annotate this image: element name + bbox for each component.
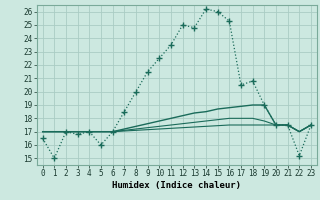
X-axis label: Humidex (Indice chaleur): Humidex (Indice chaleur)	[112, 181, 241, 190]
